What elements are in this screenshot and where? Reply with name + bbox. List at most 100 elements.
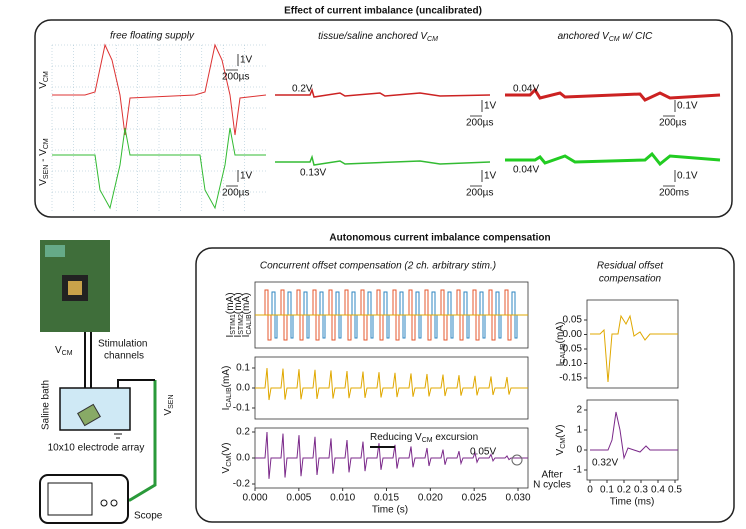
x-tick-label: 0.5 <box>668 485 682 496</box>
y-label-part: I <box>221 408 232 411</box>
panel-title: Concurrent offset compensation (2 ch. ar… <box>260 261 496 272</box>
y-label-part: CALIB <box>226 387 233 408</box>
waveform <box>590 314 678 383</box>
y-label-part: CM <box>560 438 567 449</box>
waveform-red <box>52 43 267 136</box>
y-label: ICALIB(mA) <box>241 293 254 338</box>
y-label-part: (mA) <box>221 366 232 388</box>
y-label-part: (V) <box>221 443 232 456</box>
row-label: VSEN - VCM <box>38 138 51 186</box>
scale-label: 200µs <box>659 118 686 129</box>
waveform <box>255 367 528 401</box>
y-label-part: (mA) <box>225 292 236 314</box>
waveform-red <box>505 87 721 102</box>
row-label-part: V <box>38 82 49 89</box>
y-tick-label: -0.1 <box>233 403 251 414</box>
setup-label: Scope <box>134 511 163 522</box>
y-tick-label: 0.05 <box>563 315 583 326</box>
y-label: ISTIM1(mA) <box>225 292 238 337</box>
scale-label: 200µs <box>466 118 493 129</box>
y-label-part: CALIB <box>560 343 567 364</box>
column-title-part: CM <box>427 36 438 43</box>
scale-label: 0.1V <box>677 101 698 112</box>
y-label: ISTIM2(mA) <box>233 292 246 337</box>
column-title: anchored VCM w/ CIC <box>558 31 654 44</box>
setup-label-part: V <box>55 345 62 356</box>
y-label-part: CM <box>226 456 233 467</box>
y-tick-label: -1 <box>573 465 582 476</box>
plot-area <box>586 399 679 481</box>
ground <box>112 429 122 439</box>
row-label-part: CM <box>43 138 50 149</box>
offset-label: 0.05V <box>470 447 496 458</box>
x-tick-label: 0.010 <box>330 493 355 504</box>
setup-label: VSEN <box>163 394 176 415</box>
column-title-part: tissue/saline anchored V <box>318 31 428 42</box>
highlight <box>511 454 523 466</box>
column-title: tissue/saline anchored VCM <box>318 31 438 44</box>
top-frame <box>34 19 733 218</box>
setup-label-part: V <box>163 409 174 416</box>
annotation: N cycles <box>533 480 571 491</box>
annotation-part: excursion <box>433 432 479 443</box>
x-tick-label: 0.2 <box>617 485 631 496</box>
y-tick-label: 0.0 <box>236 383 250 394</box>
x-label: Time (ms) <box>610 497 655 508</box>
y-tick-label: -0.15 <box>559 373 582 384</box>
offset-label: 0.04V <box>513 165 539 176</box>
waveform <box>255 431 528 479</box>
bottom-frame <box>195 247 735 523</box>
x-tick-label: 0.020 <box>418 493 443 504</box>
waveform-green <box>505 151 721 167</box>
y-label-part: (V) <box>555 425 566 438</box>
scope-screen <box>47 482 93 516</box>
y-tick-label: 0.1 <box>236 363 250 374</box>
scale-label: 200µs <box>222 72 249 83</box>
y-label-part: STIM1 <box>230 314 237 335</box>
y-label-part: V <box>221 466 232 473</box>
setup-label: Saline bath <box>41 380 52 430</box>
offset-label: 0.32V <box>592 458 618 469</box>
scale-bar <box>470 170 483 187</box>
chip-die <box>68 281 82 295</box>
x-label: Time (s) <box>372 505 408 516</box>
top-title: Effect of current imbalance (uncalibrate… <box>284 6 482 17</box>
x-tick-label: 0.4 <box>651 485 665 496</box>
scale-label: 200ms <box>659 188 689 199</box>
scale-label: 1V <box>484 101 497 112</box>
waveform-red <box>275 87 491 98</box>
panel-title: compensation <box>599 274 662 285</box>
annotation-part: CM <box>422 437 433 444</box>
plot-area <box>586 299 679 389</box>
column-title: free floating supply <box>110 31 195 42</box>
panel-title: Residual offset <box>597 261 664 272</box>
scale-bar <box>226 54 239 71</box>
y-tick-label: 0.2 <box>236 427 250 438</box>
setup-label: VCM <box>55 345 73 358</box>
connector <box>45 245 65 257</box>
column-title-part: w/ CIC <box>620 31 654 42</box>
setup-label-part: CM <box>62 350 73 357</box>
y-label-part: (mA) <box>555 322 566 344</box>
waveform-green <box>52 127 266 210</box>
scale-bar <box>663 100 676 117</box>
x-tick-label: 0.030 <box>505 493 530 504</box>
scope-knob <box>100 499 108 507</box>
y-label-part: I <box>233 335 244 338</box>
annotation: After <box>541 470 563 481</box>
scale-label: 200µs <box>466 188 493 199</box>
y-tick-label: -0.2 <box>233 479 251 490</box>
setup-label: Stimulation <box>98 339 147 350</box>
y-label: VCM(V) <box>221 443 234 474</box>
row-label-part: CM <box>43 71 50 82</box>
waveform-green <box>275 154 491 166</box>
y-label: ICALIB(mA) <box>221 366 234 411</box>
y-label-part: (mA) <box>233 292 244 314</box>
scale-label: 1V <box>240 171 253 182</box>
x-tick-label: 0.1 <box>600 485 614 496</box>
offset-label: 0.04V <box>513 84 539 95</box>
y-tick-label: -0.05 <box>559 344 582 355</box>
y-label-part: I <box>241 335 252 338</box>
scale-label: 1V <box>484 171 497 182</box>
